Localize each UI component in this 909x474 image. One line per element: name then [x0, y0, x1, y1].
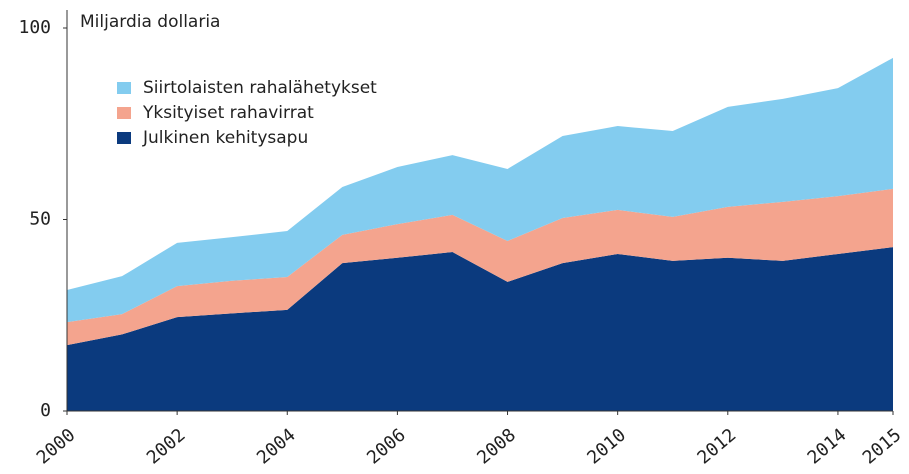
- y-tick-label: 0: [40, 400, 51, 421]
- y-axis-label: Miljardia dollaria: [80, 12, 220, 32]
- legend-label: Yksityiset rahavirrat: [142, 103, 314, 123]
- area: [67, 188, 893, 346]
- x-tick-label: 2010: [583, 425, 630, 469]
- y-tick-label: 100: [18, 17, 51, 38]
- x-tick-label: 2006: [363, 425, 410, 469]
- legend-label: Julkinen kehitysapu: [142, 128, 308, 148]
- x-tick-label: 2014: [804, 425, 851, 469]
- legend-swatch: [117, 132, 131, 144]
- x-tick-label: 2008: [473, 425, 520, 469]
- legend-label: Siirtolaisten rahalähetykset: [143, 78, 377, 98]
- x-tick-label: 2004: [253, 425, 300, 469]
- area: [67, 57, 893, 323]
- x-tick-label: 2000: [33, 425, 80, 469]
- x-tick-label: 2012: [694, 425, 741, 469]
- legend-swatch: [117, 107, 131, 119]
- x-tick-label: 2015: [859, 425, 906, 469]
- area: [67, 247, 893, 411]
- y-tick-label: 50: [29, 209, 51, 230]
- x-tick-label: 2002: [143, 425, 190, 469]
- legend-swatch: [117, 82, 131, 94]
